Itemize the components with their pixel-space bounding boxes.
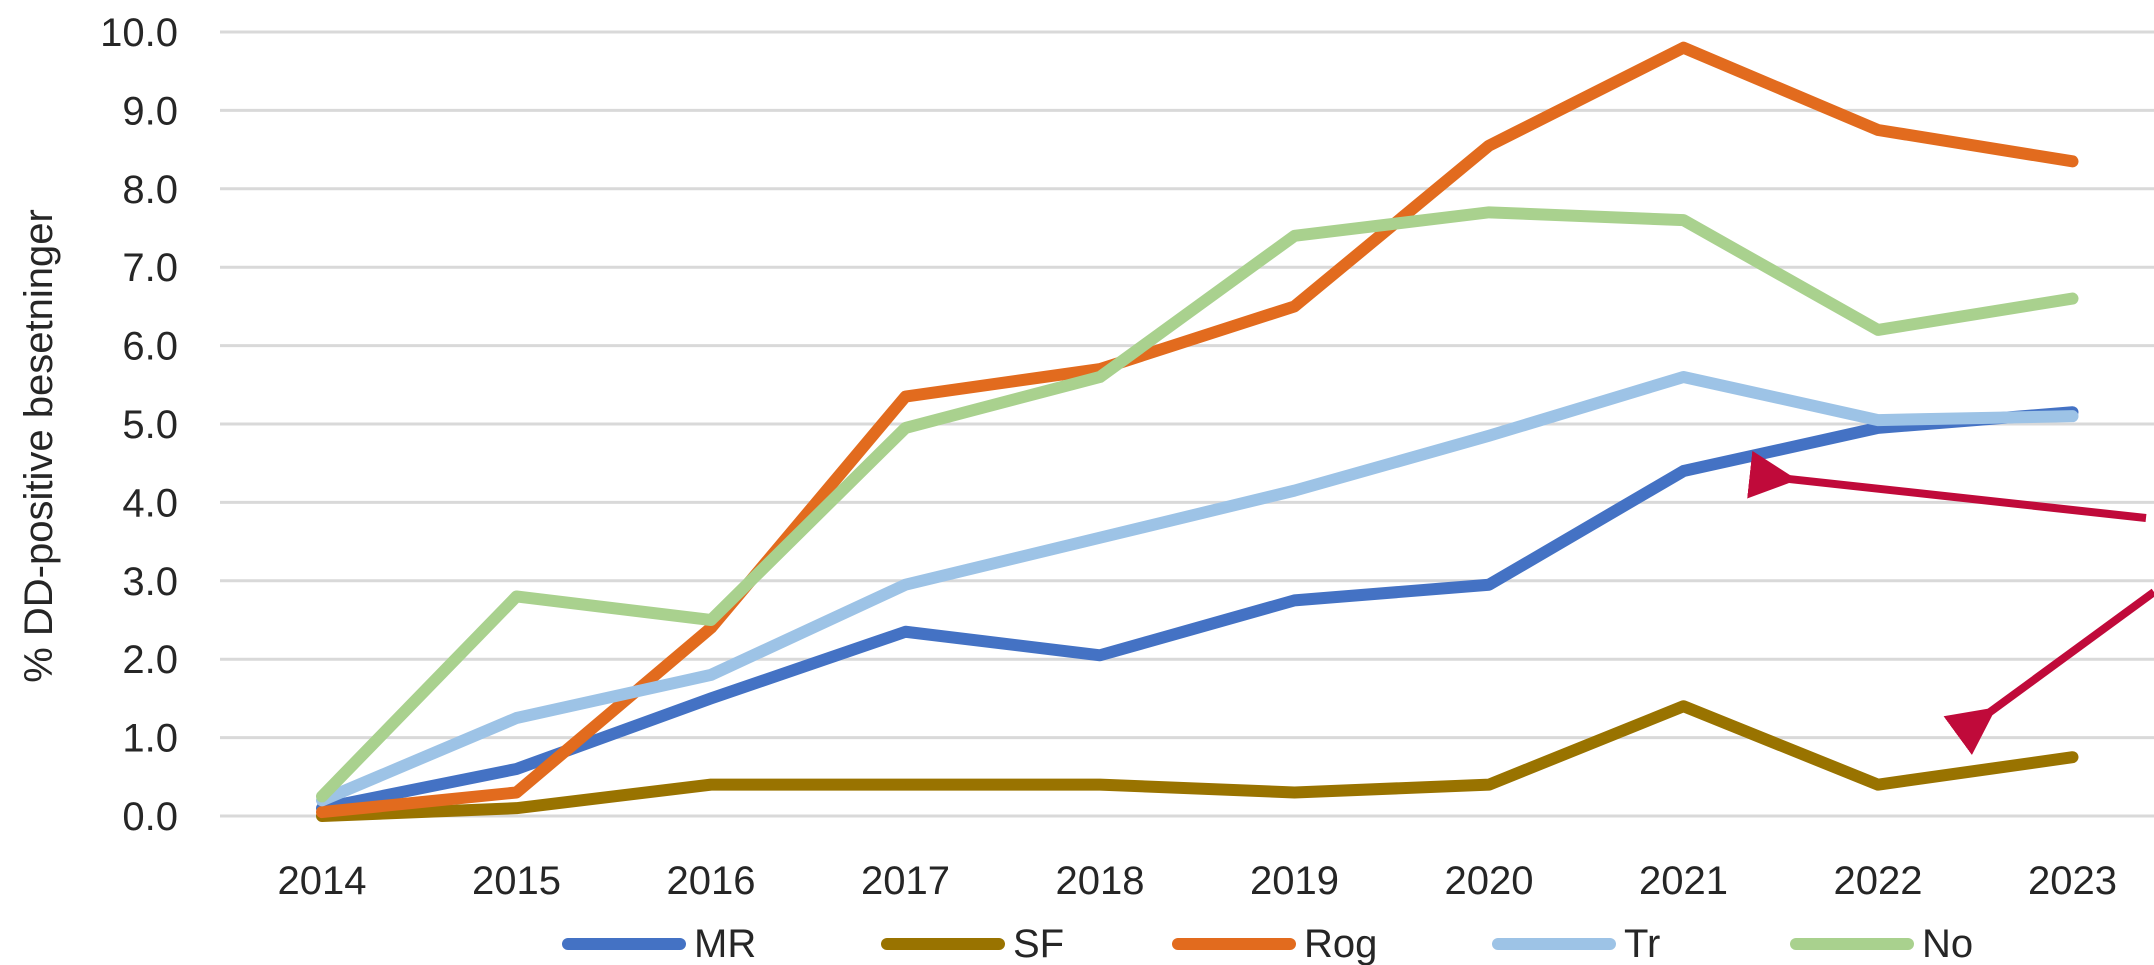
annotation-arrow: [1747, 450, 2147, 522]
data-point-mr: [516, 768, 517, 770]
data-point-tr: [1683, 376, 1684, 378]
data-point-mr: [1877, 427, 1879, 429]
legend-item-rog: Rog: [1172, 922, 1377, 965]
data-point-tr: [905, 584, 906, 586]
x-axis-ticks: 2014 2015 2016 2017 2018 2019 2020 2021 2022 2023: [278, 859, 2117, 903]
annotation-arrow: [1943, 588, 2154, 755]
data-point-no: [1683, 219, 1684, 221]
legend-label: Rog: [1304, 922, 1377, 965]
data-point-sf: [1683, 705, 1684, 707]
data-point-rog: [2072, 160, 2073, 162]
data-point-rog: [1683, 47, 1684, 49]
x-tick-label: 2023: [2028, 859, 2117, 903]
data-point-tr: [1099, 537, 1101, 539]
x-tick-label: 2018: [1056, 859, 1145, 903]
data-point-no: [710, 619, 712, 621]
series-lines: [316, 41, 2079, 822]
data-point-rog: [710, 627, 712, 629]
data-point-rog: [1488, 145, 1490, 147]
series-line-sf: [316, 700, 2079, 822]
y-tick-label: 4.0: [122, 481, 178, 525]
y-tick-label: 5.0: [122, 403, 178, 447]
y-tick-label: 2.0: [122, 638, 178, 682]
legend-item-tr: Tr: [1492, 922, 1660, 965]
data-point-sf: [1099, 784, 1101, 786]
data-point-sf: [1877, 784, 1879, 786]
data-point-tr: [2072, 415, 2073, 417]
legend-item-sf: SF: [881, 922, 1064, 965]
y-tick-label: 3.0: [122, 560, 178, 604]
legend-item-no: No: [1790, 922, 1973, 965]
x-tick-label: 2019: [1250, 859, 1339, 903]
data-point-no: [1877, 329, 1879, 331]
y-axis-ticks: 0.0 1.0 2.0 3.0 4.0 5.0 6.0 7.0 8.0 9.0 10.0: [100, 11, 178, 839]
legend: MR SF Rog Tr No: [562, 922, 1973, 965]
data-point-mr: [905, 631, 906, 633]
y-tick-label: 7.0: [122, 246, 178, 290]
data-point-no: [1488, 211, 1490, 213]
legend-label: No: [1922, 922, 1973, 965]
series-line-tr: [316, 370, 2079, 807]
data-point-sf: [516, 807, 517, 809]
data-point-rog: [1294, 305, 1295, 307]
y-tick-label: 8.0: [122, 168, 178, 212]
data-point-mr: [1294, 599, 1295, 601]
x-tick-label: 2020: [1445, 859, 1534, 903]
y-axis-title: % DD-positive besetninger: [17, 209, 61, 683]
data-point-no: [1099, 376, 1101, 378]
y-tick-label: 9.0: [122, 89, 178, 133]
data-point-mr: [710, 697, 712, 699]
legend-label: SF: [1013, 922, 1064, 965]
data-point-tr: [1877, 419, 1879, 421]
data-point-no: [321, 795, 323, 797]
y-tick-label: 10.0: [100, 11, 178, 55]
data-point-sf: [1294, 791, 1295, 793]
data-point-rog: [1877, 129, 1879, 131]
x-tick-label: 2014: [278, 859, 367, 903]
series-line-rog: [316, 41, 2079, 819]
x-tick-label: 2016: [667, 859, 756, 903]
data-point-rog: [321, 811, 323, 813]
data-point-mr: [1488, 584, 1490, 586]
gridlines: [220, 30, 2154, 818]
data-point-sf: [710, 784, 712, 786]
legend-item-mr: MR: [562, 922, 756, 965]
legend-label: MR: [694, 922, 756, 965]
data-point-mr: [1683, 470, 1684, 472]
x-tick-label: 2015: [472, 859, 561, 903]
data-point-no: [516, 595, 517, 597]
x-tick-label: 2017: [861, 859, 950, 903]
data-point-mr: [1099, 654, 1101, 656]
y-tick-label: 1.0: [122, 717, 178, 761]
y-tick-label: 0.0: [122, 795, 178, 839]
x-tick-label: 2022: [1834, 859, 1923, 903]
y-tick-label: 6.0: [122, 325, 178, 369]
x-tick-label: 2021: [1639, 859, 1728, 903]
data-point-no: [2072, 298, 2073, 300]
data-point-sf: [905, 784, 906, 786]
data-point-rog: [516, 791, 517, 793]
data-point-rog: [905, 396, 906, 398]
data-point-tr: [516, 717, 517, 719]
data-point-tr: [710, 674, 712, 676]
annotations: [1747, 450, 2154, 755]
data-point-sf: [1488, 784, 1490, 786]
data-point-tr: [1488, 435, 1490, 437]
series-line-mr: [316, 406, 2079, 815]
data-point-no: [905, 427, 906, 429]
data-point-no: [1294, 235, 1295, 237]
data-point-sf: [2072, 756, 2073, 758]
data-point-tr: [1294, 490, 1295, 492]
series-line-no: [316, 206, 2079, 803]
legend-label: Tr: [1624, 922, 1660, 965]
